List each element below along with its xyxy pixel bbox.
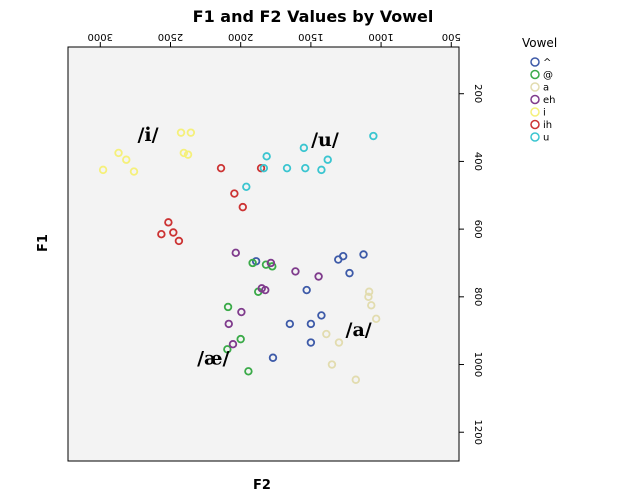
data-point bbox=[228, 340, 238, 349]
data-point bbox=[176, 128, 186, 137]
data-points bbox=[98, 128, 381, 384]
data-point bbox=[230, 189, 239, 198]
annotation-label: /i/ bbox=[137, 124, 158, 146]
y-tick-label: 1000 bbox=[472, 352, 483, 377]
data-point bbox=[371, 314, 381, 324]
data-point bbox=[248, 258, 257, 268]
data-point bbox=[129, 167, 139, 176]
y-tick-label: 600 bbox=[472, 220, 483, 239]
data-point bbox=[236, 334, 245, 344]
y-tick-label: 1200 bbox=[472, 419, 483, 444]
data-point bbox=[364, 292, 373, 302]
x-axis-ticks: 3000 2500 2000 1500 1000 500 bbox=[88, 31, 461, 47]
data-point bbox=[302, 285, 311, 295]
y-tick-label: 200 bbox=[472, 84, 483, 103]
legend-label: a bbox=[543, 83, 549, 94]
data-point bbox=[282, 163, 292, 173]
data-point bbox=[231, 248, 240, 258]
data-point bbox=[157, 229, 166, 239]
data-point bbox=[237, 307, 246, 317]
data-point bbox=[242, 182, 251, 192]
legend-label: ih bbox=[543, 120, 552, 131]
legend-marker bbox=[530, 119, 540, 130]
data-point bbox=[327, 360, 337, 369]
chart-title: F1 and F2 Values by Vowel bbox=[193, 7, 434, 26]
x-tick-label: 3000 bbox=[88, 31, 113, 42]
data-point bbox=[364, 287, 374, 296]
data-point bbox=[216, 163, 226, 173]
data-point bbox=[345, 268, 354, 278]
legend-marker bbox=[530, 82, 540, 92]
data-point bbox=[359, 250, 368, 259]
data-point bbox=[369, 131, 378, 141]
data-point bbox=[306, 319, 316, 329]
data-point bbox=[169, 228, 178, 237]
y-tick-label: 400 bbox=[472, 152, 483, 171]
data-point bbox=[291, 267, 300, 276]
annotation-label: /æ/ bbox=[197, 348, 229, 370]
legend-title: Vowel bbox=[522, 36, 557, 50]
data-point bbox=[261, 285, 270, 295]
y-axis-title: F1 bbox=[36, 234, 51, 252]
data-point bbox=[223, 302, 233, 312]
data-point bbox=[266, 258, 276, 268]
data-point bbox=[186, 128, 196, 137]
x-tick-label: 2500 bbox=[158, 31, 183, 42]
data-point bbox=[367, 301, 376, 310]
legend-label: u bbox=[543, 133, 549, 144]
data-point bbox=[174, 236, 184, 246]
annotation-label: /a/ bbox=[346, 319, 372, 341]
annotations: /i/ /u/ /a/ /æ/ bbox=[137, 124, 371, 369]
legend-marker bbox=[530, 132, 540, 142]
data-point bbox=[183, 150, 193, 159]
legend-marker bbox=[530, 107, 540, 117]
y-tick-label: 800 bbox=[472, 287, 483, 306]
data-point bbox=[323, 155, 332, 164]
y-axis-ticks: 200 400 600 800 1000 1200 bbox=[459, 84, 483, 445]
data-point bbox=[351, 375, 361, 384]
data-point bbox=[179, 148, 189, 158]
data-point bbox=[306, 338, 316, 347]
legend-label: eh bbox=[543, 95, 556, 106]
data-point bbox=[256, 163, 266, 173]
data-point bbox=[334, 255, 343, 264]
data-point bbox=[299, 143, 309, 153]
data-point bbox=[301, 163, 310, 173]
data-point bbox=[223, 345, 232, 354]
x-tick-label: 2000 bbox=[228, 31, 253, 42]
x-tick-label: 500 bbox=[442, 31, 461, 42]
data-point bbox=[314, 272, 323, 281]
data-point bbox=[334, 338, 344, 347]
x-tick-label: 1000 bbox=[368, 31, 393, 42]
data-point bbox=[259, 163, 269, 173]
legend-marker bbox=[530, 94, 540, 105]
data-point bbox=[114, 148, 123, 158]
legend: Vowel ^@ aeh iih u bbox=[522, 36, 557, 144]
legend-marker bbox=[530, 57, 540, 67]
data-point bbox=[322, 329, 331, 339]
data-point bbox=[317, 311, 326, 320]
x-tick-label: 1500 bbox=[298, 31, 323, 42]
data-point bbox=[164, 218, 173, 227]
data-point bbox=[238, 202, 247, 212]
data-point bbox=[262, 152, 271, 161]
x-axis-title: F2 bbox=[253, 478, 271, 493]
data-point bbox=[285, 319, 295, 329]
data-point bbox=[244, 367, 253, 376]
plot-area bbox=[67, 46, 460, 462]
legend-label: i bbox=[543, 108, 546, 119]
annotation-label: /u/ bbox=[311, 129, 339, 151]
data-point bbox=[224, 319, 233, 329]
legend-label: ^ bbox=[543, 58, 551, 69]
legend-marker bbox=[530, 69, 540, 80]
data-point bbox=[268, 353, 278, 362]
data-point bbox=[122, 155, 131, 164]
data-point bbox=[98, 165, 108, 175]
data-point bbox=[317, 165, 326, 175]
legend-label: @ bbox=[543, 70, 553, 81]
